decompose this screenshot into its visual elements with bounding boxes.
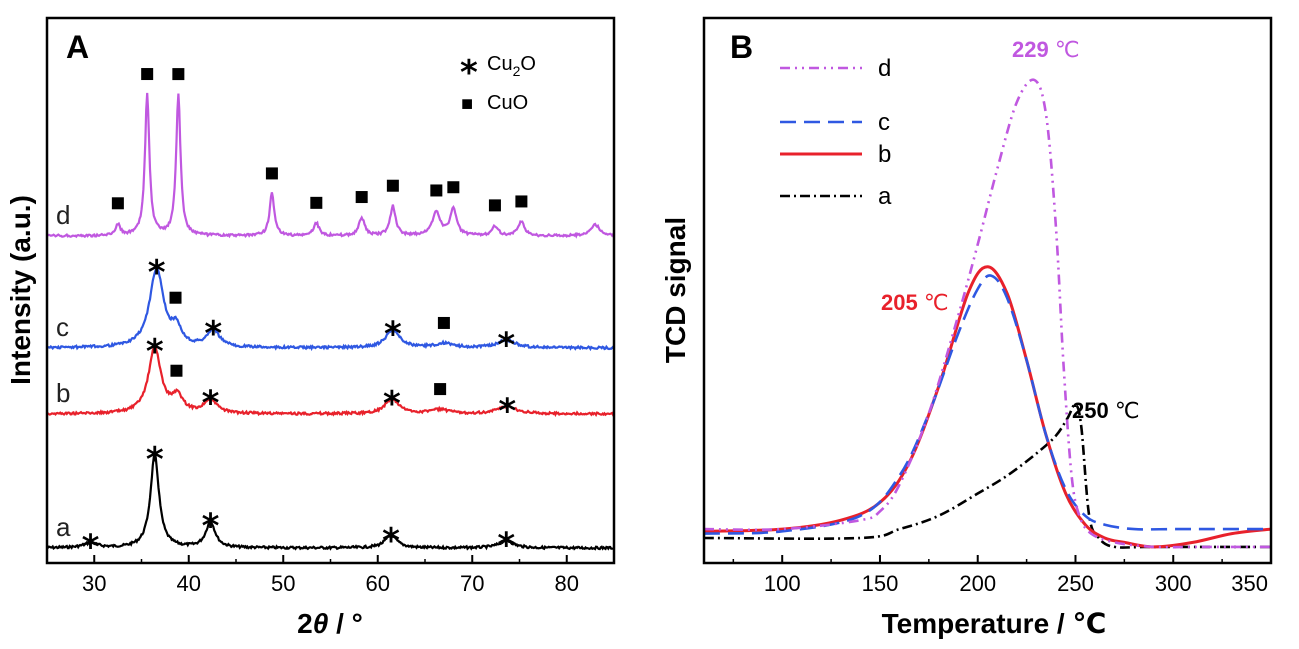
cu2o-peak-marker: * xyxy=(202,506,220,546)
legend-label-c: c xyxy=(878,109,890,136)
panel-b-letter: B xyxy=(730,29,753,65)
cu2o-peak-marker: * xyxy=(148,253,166,293)
legend-star-marker: * xyxy=(460,53,478,93)
legend-label-b: b xyxy=(878,141,891,168)
panel-a-legend: * Cu2O ■ CuO xyxy=(460,53,536,115)
legend-square-marker: ■ xyxy=(461,93,473,115)
panel-a-ylabel: Intensity (a.u.) xyxy=(5,195,36,385)
curve-label-a: a xyxy=(56,512,71,542)
xrd-curve-a xyxy=(46,450,615,551)
peak-annotation-d: 229 ℃ xyxy=(1012,37,1080,62)
cu2o-peak-marker: * xyxy=(382,521,400,561)
cu2o-peak-marker: * xyxy=(497,325,515,365)
peak-annotation-a: 250 ℃ xyxy=(1072,398,1140,423)
cuo-peak-marker xyxy=(434,383,447,396)
panel-a: a b c d * * * * * * * * * * * * * 30 40 50 60 70 80 A * Cu2O… xyxy=(5,16,616,639)
cuo-peak-marker xyxy=(170,364,183,377)
curve-label-c: c xyxy=(56,312,69,342)
tpr-curve-a xyxy=(703,403,1271,549)
x-tick-label: 250 xyxy=(1057,571,1094,596)
xrd-curve-c xyxy=(46,268,616,352)
cuo-peak-marker xyxy=(172,68,185,81)
x-tick-label: 300 xyxy=(1155,571,1192,596)
cuo-peak-marker xyxy=(169,291,182,304)
panel-a-xlabel: 2θ / ° xyxy=(297,608,363,639)
x-tick-label: 30 xyxy=(82,571,106,596)
cuo-peak-marker xyxy=(141,68,154,81)
peak-annotation-b: 205 ℃ xyxy=(881,290,949,315)
panel-b-ylabel: TCD signal xyxy=(660,217,691,363)
cuo-peak-marker xyxy=(437,316,450,329)
x-tick-label: 80 xyxy=(555,571,579,596)
x-tick-label: 150 xyxy=(862,571,899,596)
curve-label-d: d xyxy=(56,200,70,230)
tpr-curve-d xyxy=(703,78,1271,549)
legend-label-a: a xyxy=(878,183,892,210)
legend-label-d: d xyxy=(878,55,891,82)
cu2o-peak-marker: * xyxy=(146,332,164,372)
tpr-curve-b xyxy=(703,265,1272,549)
cuo-peak-marker xyxy=(515,195,528,208)
x-tick-label: 100 xyxy=(764,571,801,596)
cu2o-peak-marker: * xyxy=(498,391,516,431)
cu2o-peak-marker: * xyxy=(204,314,222,354)
x-tick-label: 70 xyxy=(460,571,484,596)
cuo-peak-marker xyxy=(111,197,124,210)
cuo-peak-marker xyxy=(447,181,460,194)
panel-b-frame xyxy=(702,16,1273,565)
cu2o-peak-marker: * xyxy=(146,440,164,480)
curve-label-b: b xyxy=(56,378,70,408)
cuo-peak-marker xyxy=(355,191,368,204)
cuo-peak-marker xyxy=(386,179,399,192)
xrd-curve-d xyxy=(46,92,615,239)
tpr-curve-c xyxy=(703,274,1271,535)
cu2o-peak-marker: * xyxy=(202,383,220,423)
x-tick-label: 60 xyxy=(366,571,390,596)
panel-a-letter: A xyxy=(66,29,89,65)
cu2o-peak-marker: * xyxy=(82,528,100,568)
xrd-curve-b xyxy=(46,345,615,418)
x-tick-label: 200 xyxy=(959,571,996,596)
panel-b-xlabel: Temperature / ℃ xyxy=(882,608,1107,639)
cuo-peak-marker xyxy=(310,196,323,209)
legend-cu2o-label: Cu2O xyxy=(487,53,536,79)
x-tick-label: 350 xyxy=(1231,571,1268,596)
panel-a-frame xyxy=(45,16,616,565)
legend-cuo-label: CuO xyxy=(487,92,528,114)
cu2o-peak-marker: * xyxy=(497,526,515,566)
cu2o-peak-marker: * xyxy=(384,315,402,355)
x-tick-label: 50 xyxy=(271,571,295,596)
x-tick-label: 40 xyxy=(177,571,201,596)
cuo-peak-marker xyxy=(488,199,501,212)
cu2o-peak-marker: * xyxy=(383,384,401,424)
cuo-peak-marker xyxy=(430,184,443,197)
cuo-peak-marker xyxy=(265,167,278,180)
